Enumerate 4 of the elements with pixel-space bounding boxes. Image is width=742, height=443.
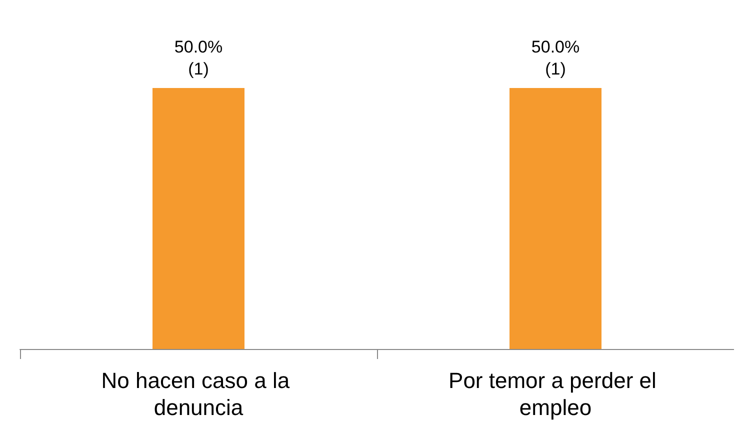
x-tick-label: No hacen caso a la denuncia (101, 368, 296, 420)
data-label: 50.0% (1) (531, 38, 580, 78)
data-label: 50.0% (1) (174, 38, 223, 78)
x-tick-label: Por temor a perder el empleo (448, 368, 662, 420)
